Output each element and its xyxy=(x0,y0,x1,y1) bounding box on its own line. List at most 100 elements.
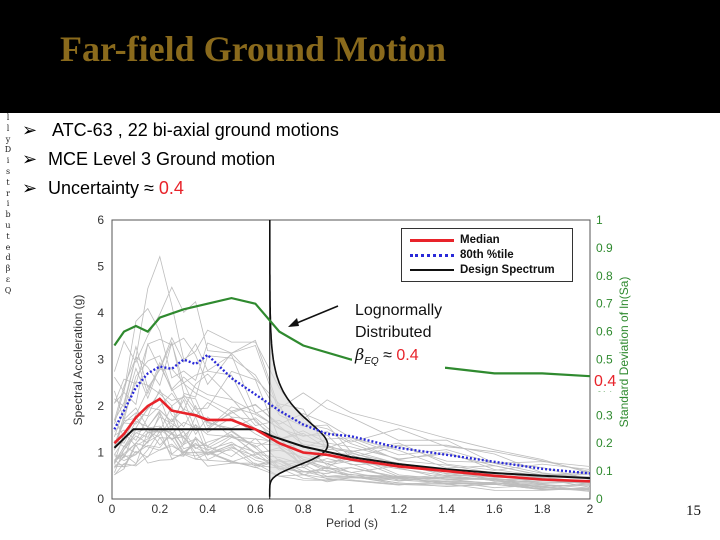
beta-subscript: EQ xyxy=(364,356,379,368)
x-tick-label: 1 xyxy=(348,502,355,516)
side-char: s xyxy=(5,166,11,176)
y2-tick-label: 0 xyxy=(596,492,603,506)
bullet-text: ATC-63 , 22 bi-axial ground motions xyxy=(48,120,339,140)
y2-tick-label: 0.3 xyxy=(596,408,613,422)
y2-tick-labels: 00.10.20.30.40.50.60.70.80.91 xyxy=(596,213,613,506)
legend-item-design: Design Spectrum xyxy=(402,262,572,278)
x-tick-label: 1.2 xyxy=(390,502,407,516)
80th-percentile-line xyxy=(113,353,591,475)
record-line xyxy=(114,432,591,489)
x-tick-label: 0.2 xyxy=(151,502,168,516)
lognormal-annotation: Lognormally Distributed βEQ ≈ 0.4 xyxy=(352,300,446,374)
side-char: ε xyxy=(5,274,11,284)
record-line xyxy=(114,416,591,483)
y2-tick-label: 0.7 xyxy=(596,297,613,311)
legend-item-80th: 80th %tile xyxy=(402,247,572,263)
record-line xyxy=(114,255,591,474)
legend-item-median: Median xyxy=(402,232,572,248)
side-char: D xyxy=(4,145,12,155)
y-tick-label: 5 xyxy=(97,260,104,274)
record-line xyxy=(114,307,591,472)
side-char: l xyxy=(6,113,10,122)
record-line xyxy=(114,428,591,489)
page-number: 15 xyxy=(686,503,701,519)
design-spectrum-line xyxy=(113,428,591,480)
legend-label: Design Spectrum xyxy=(460,264,555,276)
side-char: β xyxy=(5,264,11,274)
record-line xyxy=(114,417,591,489)
bullet-item: ➢ ATC-63 , 22 bi-axial ground motions xyxy=(22,116,339,145)
side-char: i xyxy=(6,156,10,166)
approx-symbol: ≈ xyxy=(378,347,397,364)
side-char: u xyxy=(5,220,11,230)
record-line xyxy=(114,444,591,491)
side-char: e xyxy=(5,242,11,252)
legend-label: Median xyxy=(460,234,500,246)
bullet-list: ➢ ATC-63 , 22 bi-axial ground motions ➢ M… xyxy=(22,116,339,203)
side-char: y xyxy=(5,134,11,144)
record-line xyxy=(114,341,591,477)
y-tick-label: 2 xyxy=(97,399,104,413)
side-char: t xyxy=(6,177,10,187)
y-tick-label: 3 xyxy=(97,353,104,367)
side-text-strip: l l y D i s t r i b u t e d β ε Q xyxy=(3,113,13,297)
arrow-bullet-icon: ➢ xyxy=(22,120,38,140)
annotation-arrow xyxy=(291,305,339,326)
annotation-arrowhead xyxy=(288,318,299,327)
y2-axis-label: Standard Deviation of ln(Sa) xyxy=(617,277,631,428)
side-char: r xyxy=(6,188,10,198)
x-tick-label: 0.4 xyxy=(199,502,216,516)
x-axis-label: Period (s) xyxy=(326,516,378,530)
annotation-line: Distributed xyxy=(355,324,432,341)
x-tick-labels: 0 0.2 0.4 0.6 0.8 1 1.2 1.4 1.6 1.8 2 xyxy=(109,502,594,516)
x-tick-label: 1.6 xyxy=(486,502,503,516)
record-line xyxy=(114,425,591,491)
bullet-item: ➢ MCE Level 3 Ground motion xyxy=(22,145,339,174)
x-tick-label: 1.8 xyxy=(534,502,551,516)
y-tick-label: 6 xyxy=(97,213,104,227)
side-char: l xyxy=(6,123,10,133)
annotation-line: Lognormally xyxy=(355,302,443,319)
side-char: i xyxy=(6,199,10,209)
side-char: b xyxy=(5,210,11,220)
record-line xyxy=(114,286,591,467)
record-line xyxy=(114,436,591,491)
bullet-item: ➢ Uncertainty ≈ 0.4 xyxy=(22,174,339,203)
x-tick-label: 0.6 xyxy=(247,502,264,516)
y2-tick-label: 0.8 xyxy=(596,269,613,283)
bullet-text: MCE Level 3 Ground motion xyxy=(48,149,276,169)
record-line xyxy=(114,364,591,480)
legend-swatch xyxy=(410,239,454,242)
y-tick-label: 1 xyxy=(97,446,104,460)
x-tick-label: 1.4 xyxy=(438,502,455,516)
legend-label: 80th %tile xyxy=(460,249,514,261)
y-tick-label: 4 xyxy=(97,306,104,320)
record-line xyxy=(114,337,591,479)
y2-tick-label: 0.2 xyxy=(596,436,613,450)
y2-tick-label: 1 xyxy=(596,213,603,227)
chart-legend: Median 80th %tile Design Spectrum xyxy=(401,228,573,282)
side-char: d xyxy=(5,253,11,263)
uncertainty-value: 0.4 xyxy=(158,178,184,198)
side-char: Q xyxy=(4,285,12,295)
arrow-bullet-icon: ➢ xyxy=(22,149,38,169)
x-tick-label: 0.8 xyxy=(295,502,312,516)
slide-title: Far-field Ground Motion xyxy=(60,29,446,69)
annotation-value: 0.4 xyxy=(396,347,419,364)
y2-tick-label: 0.6 xyxy=(596,325,613,339)
record-line xyxy=(114,368,591,477)
legend-swatch xyxy=(410,269,454,271)
ground-motion-records xyxy=(114,255,591,492)
legend-swatch xyxy=(410,254,454,257)
title-bar xyxy=(0,0,720,113)
record-line xyxy=(114,443,591,491)
side-char: t xyxy=(6,231,10,241)
beta-symbol: β xyxy=(355,345,365,364)
std-dev-value-callout: 0.4 xyxy=(592,373,619,391)
bullet-text: Uncertainty ≈ xyxy=(48,178,159,198)
x-tick-label: 0 xyxy=(109,502,116,516)
y2-tick-label: 0.9 xyxy=(596,241,613,255)
lognormal-pdf-fill xyxy=(269,220,328,497)
record-line xyxy=(114,336,591,478)
